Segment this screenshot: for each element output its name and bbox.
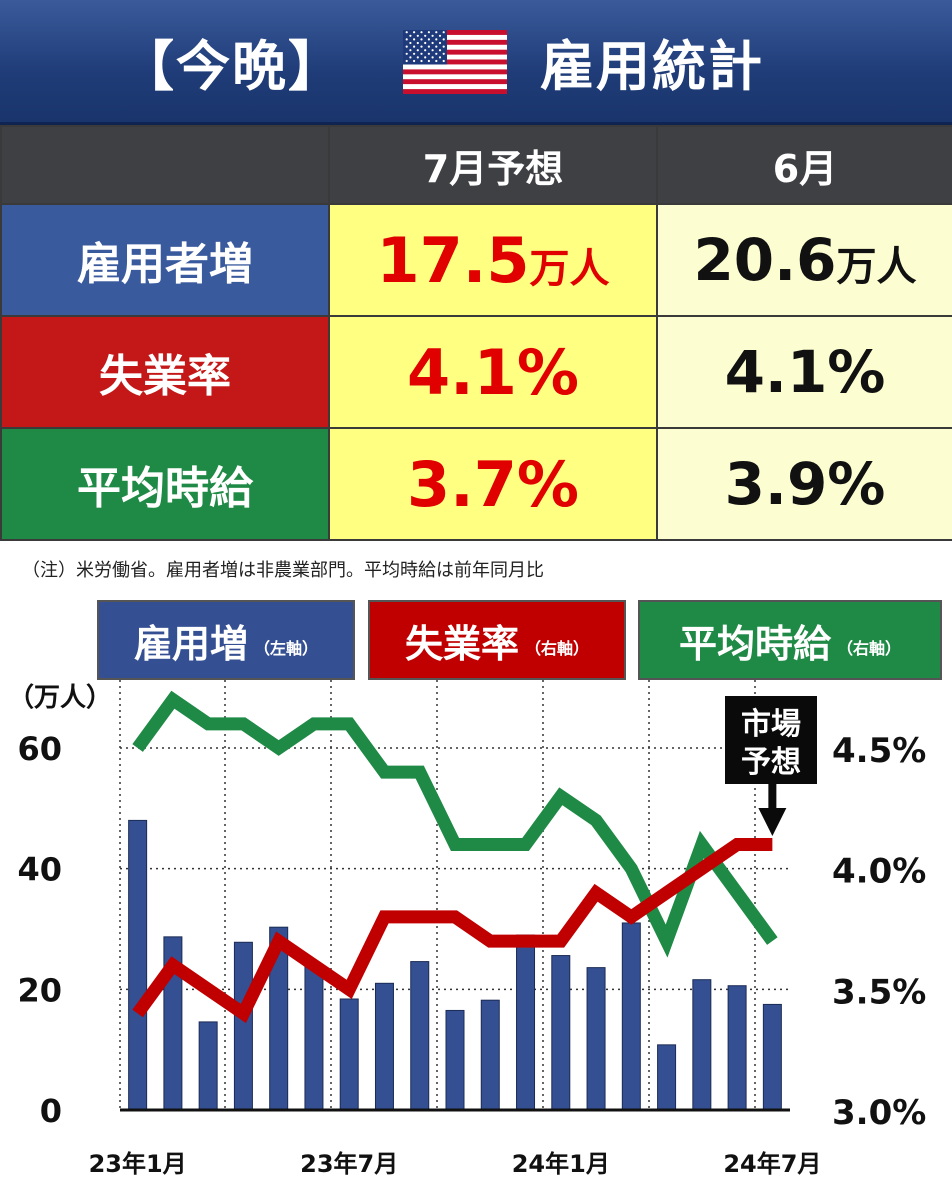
- legend-payrolls: 雇用増 （左軸）: [97, 600, 355, 680]
- bar-23/7: [339, 998, 359, 1111]
- unemployment-previous: 4.1%: [656, 315, 952, 429]
- wages-forecast: 3.7%: [328, 427, 658, 541]
- x-tick-label: 24年7月: [723, 1150, 821, 1178]
- table-header-forecast: 7月予想: [328, 125, 658, 205]
- wages-previous: 3.9%: [656, 427, 952, 541]
- header-banner: 【今晩】 雇用統計: [0, 0, 952, 125]
- table-row-wages: 平均時給 3.7% 3.9%: [0, 427, 952, 541]
- row-label-unemployment: 失業率: [0, 315, 330, 429]
- jobs-chart: （万人） 0 20 40 60 3.0% 3.5% 4.0% 4.5% 23年1月 23年7月 24年…: [8, 680, 926, 1178]
- legend-wages: 平均時給 （右軸）: [638, 600, 942, 680]
- bar-24/4: [657, 1044, 677, 1111]
- y2-tick-label: 3.0%: [832, 1093, 926, 1133]
- annotation-arrow-head: [758, 808, 787, 836]
- row-label-payrolls: 雇用者増: [0, 203, 330, 317]
- table-header-empty: [0, 125, 330, 205]
- us-flag-icon: [403, 30, 507, 94]
- header-title: 雇用統計: [540, 35, 764, 98]
- bar-23/9: [410, 961, 430, 1111]
- table-header-previous: 6月: [656, 125, 952, 205]
- source-note: （注）米労働省。雇用者増は非農業部門。平均時給は前年同月比: [22, 560, 544, 581]
- bar-24/3: [621, 922, 641, 1111]
- annotation-line1: 市場: [741, 707, 801, 742]
- bar-24/7: [762, 1003, 782, 1111]
- payrolls-forecast: 17.5万人: [328, 203, 658, 317]
- bar-23/6: [304, 964, 324, 1111]
- y-axis-unit: （万人）: [8, 683, 112, 713]
- table-row-unemployment: 失業率 4.1% 4.1%: [0, 315, 952, 429]
- annotation-arrow-shaft: [768, 784, 777, 810]
- bar-24/2: [586, 967, 606, 1111]
- line-series: [132, 690, 778, 1024]
- bar-23/1: [128, 819, 148, 1111]
- unemployment-forecast: 4.1%: [328, 315, 658, 429]
- x-tick-label: 23年1月: [89, 1150, 187, 1178]
- bar-23/11: [480, 999, 500, 1111]
- annotation-line2: 予想: [741, 745, 801, 780]
- y2-tick-label: 4.5%: [832, 731, 926, 771]
- bar-23/10: [445, 1009, 465, 1111]
- bar-23/8: [374, 982, 394, 1111]
- line-平均時給: [132, 690, 778, 958]
- x-tick-label: 23年7月: [300, 1150, 398, 1178]
- chart-grid: [119, 680, 790, 1110]
- bar-24/6: [727, 985, 747, 1111]
- table-row-payrolls: 雇用者増 17.5万人 20.6万人: [0, 203, 952, 317]
- line-失業率: [132, 838, 773, 1024]
- y-tick-label: 20: [17, 971, 62, 1009]
- y2-tick-label: 4.0%: [832, 852, 926, 892]
- bar-23/3: [198, 1021, 218, 1111]
- table-header-row: 7月予想 6月: [0, 125, 952, 205]
- y-tick-label: 40: [17, 851, 62, 889]
- forecast-table: 7月予想 6月 雇用者増 17.5万人 20.6万人 失業率 4.1% 4.1%…: [0, 125, 952, 541]
- payrolls-previous: 20.6万人: [656, 203, 952, 317]
- y-tick-label: 60: [17, 730, 62, 768]
- y-tick-label: 0: [40, 1092, 62, 1130]
- header-tonight: 【今晩】: [120, 35, 344, 98]
- row-label-wages: 平均時給: [0, 427, 330, 541]
- bar-23/12: [516, 934, 536, 1111]
- y2-tick-label: 3.5%: [832, 972, 926, 1012]
- x-tick-label: 24年1月: [512, 1150, 610, 1178]
- bar-series: [128, 819, 782, 1111]
- annotation-box: [725, 696, 817, 784]
- bar-24/1: [551, 955, 571, 1111]
- bar-23/4: [233, 941, 253, 1111]
- legend-unemployment: 失業率 （右軸）: [368, 600, 626, 680]
- chart-axes: （万人） 0 20 40 60 3.0% 3.5% 4.0% 4.5% 23年1月 23年7月 24年…: [8, 683, 926, 1178]
- bar-24/5: [692, 979, 712, 1111]
